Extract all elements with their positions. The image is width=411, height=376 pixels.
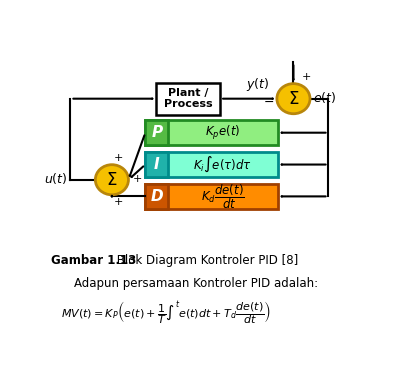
FancyBboxPatch shape <box>145 120 277 145</box>
Text: $-$: $-$ <box>263 95 274 108</box>
Text: $+$: $+$ <box>113 152 124 163</box>
FancyBboxPatch shape <box>157 83 220 115</box>
Text: Plant /
Process: Plant / Process <box>164 88 212 109</box>
Text: $\Sigma$: $\Sigma$ <box>106 171 118 189</box>
Text: D: D <box>150 189 163 204</box>
Text: $e(t)$: $e(t)$ <box>313 90 337 105</box>
Text: $MV(t) = K_P\left(e(t) + \dfrac{1}{T}\int_{}^{t} e(t)dt + T_d\dfrac{de(t)}{dt}\r: $MV(t) = K_P\left(e(t) + \dfrac{1}{T}\in… <box>61 299 271 327</box>
Text: $u(t)$: $u(t)$ <box>44 171 67 186</box>
Text: Gambar 1.13: Gambar 1.13 <box>51 254 136 267</box>
FancyBboxPatch shape <box>145 152 277 177</box>
FancyBboxPatch shape <box>145 120 168 145</box>
Text: $y(t)$: $y(t)$ <box>246 76 269 93</box>
Text: I: I <box>154 157 159 172</box>
Text: $K_p e(t)$: $K_p e(t)$ <box>205 124 240 142</box>
Text: $K_i\int e(\tau)d\tau$: $K_i\int e(\tau)d\tau$ <box>194 155 252 174</box>
FancyBboxPatch shape <box>145 184 168 209</box>
Text: $+$: $+$ <box>132 173 142 184</box>
Text: $\Sigma$: $\Sigma$ <box>288 90 299 108</box>
FancyBboxPatch shape <box>145 152 168 177</box>
Circle shape <box>277 83 310 114</box>
FancyBboxPatch shape <box>145 184 277 209</box>
Circle shape <box>95 165 129 195</box>
Text: P: P <box>151 125 162 140</box>
Text: Blok Diagram Kontroler PID [8]: Blok Diagram Kontroler PID [8] <box>113 254 299 267</box>
Text: Adapun persamaan Kontroler PID adalah:: Adapun persamaan Kontroler PID adalah: <box>74 277 318 291</box>
Text: $+$: $+$ <box>301 71 312 82</box>
Text: $K_d\dfrac{de(t)}{dt}$: $K_d\dfrac{de(t)}{dt}$ <box>201 182 245 211</box>
Text: $+$: $+$ <box>113 196 124 207</box>
